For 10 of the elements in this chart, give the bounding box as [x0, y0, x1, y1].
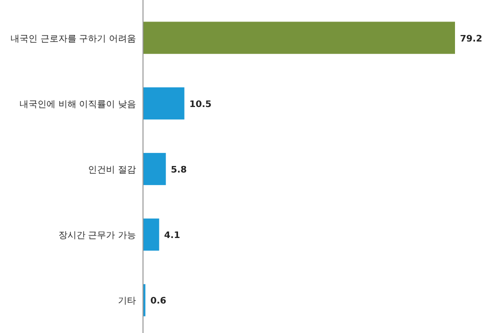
y-tick-label: 기타: [118, 296, 136, 307]
y-tick-label: 장시간 근무가 가능: [58, 231, 136, 242]
data-label: 79.2: [460, 34, 482, 44]
data-label: 5.8: [170, 166, 187, 176]
data-label: 4.1: [164, 231, 180, 242]
y-tick-label: 내국인에 비해 이직률이 낮음: [19, 100, 136, 110]
data-label: 0.6: [150, 296, 166, 307]
y-tick-label: 인건비 절감: [88, 166, 136, 176]
y-tick-label: 내국인 근로자를 구하기 어려움: [10, 34, 136, 44]
data-label: 10.5: [189, 100, 212, 110]
